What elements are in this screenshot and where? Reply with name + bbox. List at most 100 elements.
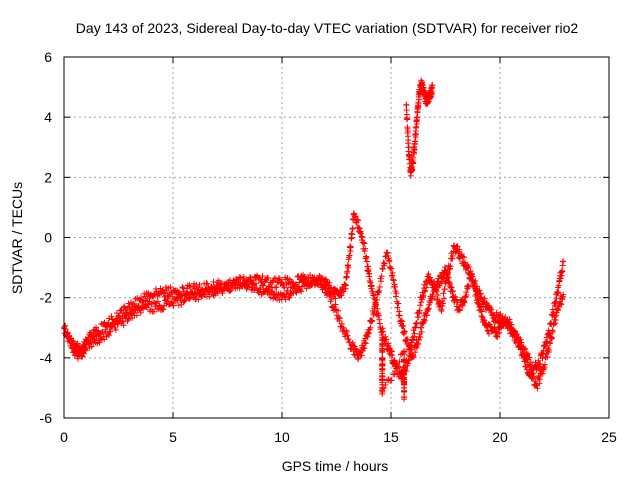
data-point	[398, 317, 405, 324]
data-point	[321, 283, 328, 290]
data-point	[425, 271, 432, 278]
data-point	[358, 352, 365, 359]
data-point	[418, 296, 425, 303]
data-point	[160, 306, 167, 313]
data-point	[269, 288, 276, 295]
data-point	[413, 130, 420, 137]
data-point	[181, 298, 188, 305]
data-point	[557, 300, 564, 307]
x-tick-label: 15	[383, 429, 399, 445]
data-point	[196, 282, 203, 289]
data-point	[369, 317, 376, 324]
data-point	[74, 340, 81, 347]
data-point	[405, 137, 412, 144]
data-point	[388, 377, 395, 384]
data-point	[119, 318, 126, 325]
data-point	[217, 280, 224, 287]
data-point	[389, 352, 396, 359]
data-point	[368, 282, 375, 289]
data-point	[388, 265, 395, 272]
data-point	[145, 301, 152, 308]
data-point	[346, 252, 353, 259]
data-point	[411, 330, 418, 337]
data-point	[325, 288, 332, 295]
data-point	[434, 292, 441, 299]
y-tick-label: -6	[40, 410, 53, 426]
data-point	[559, 268, 566, 275]
data-point	[370, 311, 377, 318]
data-point	[465, 283, 472, 290]
data-point	[478, 294, 485, 301]
data-point	[119, 317, 126, 324]
y-tick-label: 2	[44, 169, 52, 185]
data-point	[557, 275, 564, 282]
data-point	[204, 280, 211, 287]
data-point	[549, 335, 556, 342]
data-point	[151, 299, 158, 306]
data-point	[378, 278, 385, 285]
data-point	[421, 317, 428, 324]
data-point	[326, 279, 333, 286]
data-point	[547, 339, 554, 346]
x-axis-label: GPS time / hours	[282, 458, 389, 474]
data-point	[413, 319, 420, 326]
data-point	[523, 366, 530, 373]
data-point	[382, 381, 389, 388]
data-point	[176, 291, 183, 298]
data-point	[88, 343, 95, 350]
data-point	[137, 309, 144, 316]
data-point	[214, 288, 221, 295]
data-point	[554, 290, 561, 297]
data-point	[228, 286, 235, 293]
data-point	[441, 286, 448, 293]
data-point	[535, 357, 542, 364]
data-point	[227, 287, 234, 294]
data-point	[400, 322, 407, 329]
data-point	[302, 275, 309, 282]
data-point	[379, 348, 386, 355]
data-point	[493, 309, 500, 316]
data-point	[404, 128, 411, 135]
data-point	[409, 166, 416, 173]
data-point	[336, 315, 343, 322]
data-point	[366, 270, 373, 277]
data-point	[282, 296, 289, 303]
data-point	[335, 307, 342, 314]
data-point	[374, 288, 381, 295]
data-point	[354, 216, 361, 223]
data-point	[558, 301, 565, 308]
data-point	[120, 322, 127, 329]
data-point	[298, 288, 305, 295]
data-point	[222, 281, 229, 288]
data-point	[382, 253, 389, 260]
data-point	[355, 217, 362, 224]
data-point	[345, 264, 352, 271]
data-point	[247, 277, 254, 284]
data-point	[180, 285, 187, 292]
data-point	[423, 284, 430, 291]
data-point	[386, 258, 393, 265]
data-point	[371, 308, 378, 315]
data-point	[440, 300, 447, 307]
data-point	[108, 313, 115, 320]
data-point	[380, 328, 387, 335]
data-point	[518, 343, 525, 350]
data-point	[407, 343, 414, 350]
chart-title: Day 143 of 2023, Sidereal Day-to-day VTE…	[76, 20, 579, 36]
data-point	[449, 288, 456, 295]
data-point	[379, 334, 386, 341]
data-point	[542, 361, 549, 368]
data-point	[401, 364, 408, 371]
data-point	[473, 291, 480, 298]
data-point	[394, 363, 401, 370]
data-point	[343, 328, 350, 335]
data-point	[410, 336, 417, 343]
data-point	[316, 276, 323, 283]
data-point	[344, 268, 351, 275]
data-point	[349, 225, 356, 232]
data-point	[485, 330, 492, 337]
data-point	[465, 263, 472, 270]
data-point	[396, 312, 403, 319]
x-tick-label: 10	[274, 429, 290, 445]
